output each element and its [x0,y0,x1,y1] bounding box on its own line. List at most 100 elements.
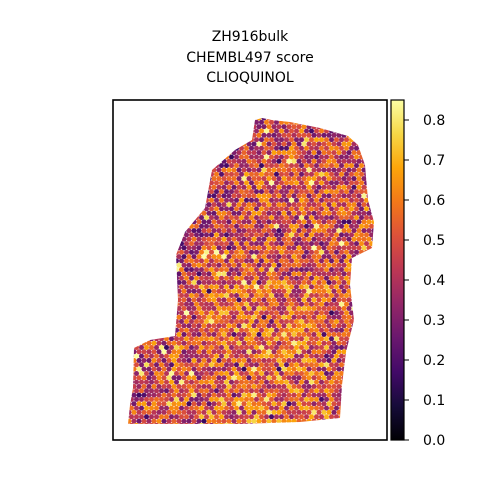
spot [271,210,277,216]
spot [231,210,237,216]
spot [164,414,169,420]
spot [354,180,359,186]
spot [286,176,292,182]
spot [341,384,347,389]
spot [196,349,202,355]
spot [326,228,332,234]
spot [321,323,327,329]
spot [159,396,164,402]
spot [326,150,332,156]
spot [236,332,242,337]
spot [326,236,332,242]
spot [244,154,249,160]
spot [359,267,364,273]
spot [219,171,224,177]
spot [346,280,352,285]
spot [191,262,197,268]
spot [306,332,312,337]
spot [134,362,139,368]
spot [291,176,297,182]
spot [122,375,127,380]
spot [246,306,252,311]
spot [176,366,182,372]
spot [271,167,277,173]
spot [324,137,329,143]
spot [174,206,179,212]
spot [266,167,272,173]
spot [164,249,169,255]
spot [364,267,369,273]
spot [351,228,357,234]
spot [224,197,229,203]
spot [191,297,197,303]
spot [161,228,167,234]
spot [359,275,364,281]
spot [269,422,274,424]
spot [254,189,259,195]
spot [179,180,184,186]
spot [241,118,247,121]
spot [279,345,284,350]
spot [164,405,169,411]
spot [354,275,359,281]
spot [369,345,374,350]
spot [231,280,237,285]
spot [254,249,259,255]
spot [321,401,327,407]
spot [131,323,137,329]
spot [236,141,242,147]
spot [181,409,187,415]
spot [199,241,204,247]
spot [244,258,249,264]
spot [306,271,312,277]
spot [256,262,262,268]
spot [231,245,237,251]
spot [154,145,159,151]
spot [184,371,189,376]
spot [181,262,187,268]
spot [211,132,217,138]
spot [289,223,294,229]
spot [349,275,354,281]
spot [241,401,247,407]
spot [266,409,272,415]
spot [301,176,307,182]
spot [354,189,359,195]
spot [349,206,354,212]
spot [264,137,269,143]
spot [141,409,147,415]
spot [244,396,249,402]
spot [254,119,259,125]
spot [196,262,202,268]
spot [349,388,354,394]
spot [289,189,294,195]
spot [344,327,349,333]
spot [356,384,362,389]
spot [164,241,169,247]
spot [301,375,307,381]
spot [331,297,337,303]
spot [128,275,129,281]
spot [186,280,192,285]
spot [171,306,177,311]
spot [306,340,312,346]
spot [179,405,184,411]
spot [319,154,324,160]
spot [374,267,379,272]
spot [236,314,242,320]
spot [211,118,217,121]
spot [144,362,149,368]
spot [154,137,159,143]
spot [354,223,359,229]
spot [364,275,369,281]
spot [291,184,297,190]
spot [319,232,324,238]
spot [361,219,367,225]
spot [134,396,139,402]
spot [122,150,127,155]
spot [136,167,142,173]
spot [356,219,362,225]
spot [341,323,347,329]
spot [201,271,207,277]
spot [206,176,212,182]
